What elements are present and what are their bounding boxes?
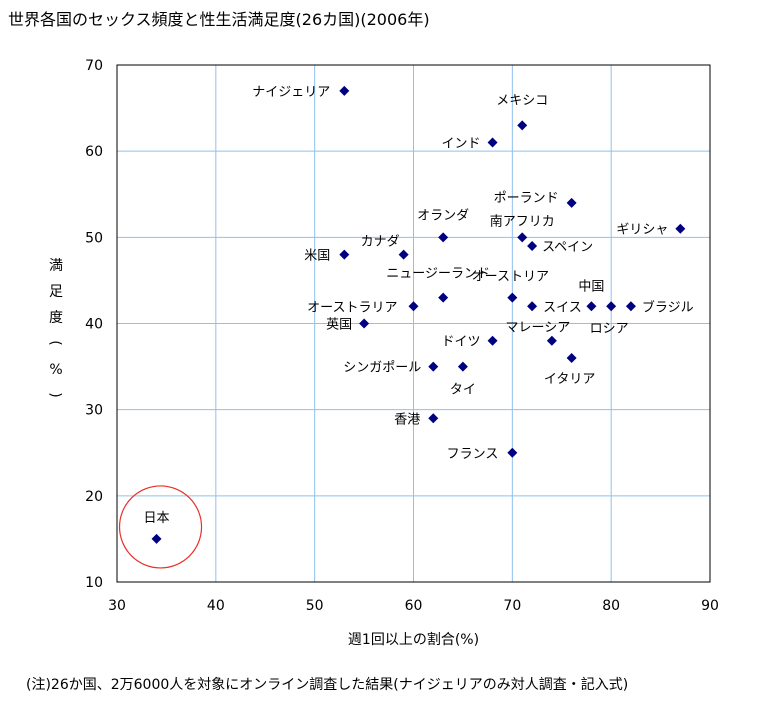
data-point [566, 197, 577, 208]
highlight-circle [118, 485, 203, 569]
data-point [566, 352, 577, 363]
point-label: オランダ [417, 208, 469, 223]
x-tick-label: 30 [108, 598, 126, 614]
y-tick-labels: 10 20 30 40 50 60 70 [85, 58, 103, 591]
plot-border [116, 64, 711, 583]
data-point [428, 361, 439, 372]
point-label: 英国 [326, 318, 352, 333]
x-tick-label: 60 [405, 598, 423, 614]
y-tick-label: 70 [85, 58, 103, 74]
point-label: カナダ [361, 235, 400, 250]
y-tick-label: 50 [85, 230, 103, 246]
point-label: イタリア [544, 372, 595, 387]
data-point [438, 292, 449, 303]
point-label: オーストラリア [307, 300, 397, 315]
y-tick-label: 60 [85, 144, 103, 160]
point-label: メキシコ [496, 93, 548, 108]
point-label: ギリシャ [616, 223, 668, 238]
point-label: 米国 [304, 249, 330, 264]
point-label: ドイツ [442, 335, 481, 350]
x-tick-label: 70 [503, 598, 521, 614]
point-label: ブラジル [642, 299, 694, 315]
y-tick-label: 10 [85, 575, 103, 591]
x-tick-labels: 30 40 50 60 70 80 90 [108, 598, 719, 614]
data-point [438, 232, 449, 243]
y-tick-label: 40 [85, 317, 103, 333]
data-point [359, 318, 370, 329]
point-label: タイ [450, 383, 476, 398]
gridlines [117, 65, 710, 582]
data-point [507, 292, 518, 303]
footnote: (注)26か国、2万6000人を対象にオンライン調査した結果(ナイジェリアのみ対… [26, 677, 629, 693]
data-point [487, 137, 498, 148]
data-point [487, 335, 498, 346]
data-point [408, 301, 419, 312]
point-label: スペイン [542, 240, 593, 255]
point-label: オーストリア [472, 270, 549, 285]
y-axis-label-char: % [49, 362, 62, 378]
data-point [675, 223, 686, 234]
x-tick-label: 40 [207, 598, 225, 614]
point-label: ポーランド [494, 191, 559, 206]
data-point [507, 447, 518, 458]
x-tick-label: 50 [306, 598, 324, 614]
y-axis-label: 満足度 (%) [47, 258, 63, 398]
data-point [457, 361, 468, 372]
point-label: 香港 [394, 412, 420, 427]
point-label: ニュージーランド [386, 267, 490, 282]
point-label: 南アフリカ [490, 213, 555, 229]
point-label: ロシア [590, 321, 629, 336]
x-tick-label: 90 [701, 598, 719, 614]
point-label: 日本 [144, 511, 170, 526]
y-axis-label-char: 度 [49, 310, 63, 326]
data-point [606, 301, 617, 312]
chart-title: 世界各国のセックス頻度と性生活満足度(26カ国)(2006年) [8, 10, 430, 29]
point-label: インド [442, 137, 481, 152]
y-axis-label-char: 足 [49, 284, 63, 300]
data-point [586, 301, 597, 312]
point-label: 中国 [578, 279, 604, 294]
data-points [118, 85, 686, 569]
data-point [398, 249, 409, 260]
y-tick-label: 20 [85, 489, 103, 505]
y-tick-label: 30 [85, 403, 103, 419]
point-label: シンガポール [343, 361, 421, 376]
point-label: ナイジェリア [252, 85, 330, 100]
x-axis-label: 週1回以上の割合(%) [348, 631, 479, 648]
data-point [339, 85, 350, 96]
y-axis-label-char: ) [47, 392, 63, 397]
data-point [339, 249, 350, 260]
data-point [517, 232, 528, 243]
data-point [527, 301, 538, 312]
data-point [428, 413, 439, 424]
data-point [546, 335, 557, 346]
y-axis-label-char: 満 [49, 258, 63, 274]
point-label: マレーシア [505, 321, 570, 336]
data-point [517, 120, 528, 131]
data-point [151, 533, 162, 544]
data-point [527, 240, 538, 251]
y-axis-label-char: ( [47, 340, 63, 345]
point-label: フランス [447, 447, 499, 462]
data-point [625, 301, 636, 312]
x-tick-label: 80 [602, 598, 620, 614]
point-label: スイス [543, 300, 582, 315]
